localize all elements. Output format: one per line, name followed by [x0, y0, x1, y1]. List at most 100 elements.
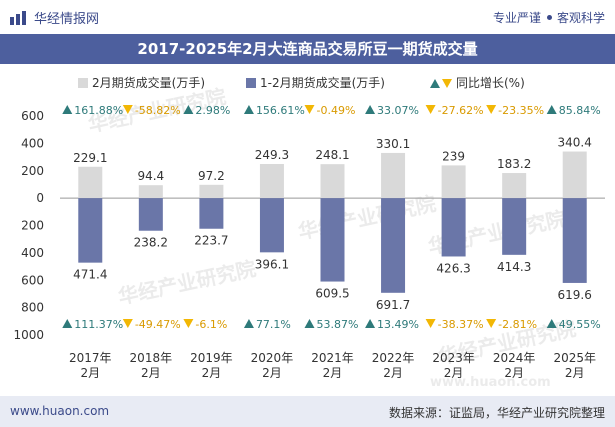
- bar-monthly: [381, 152, 406, 199]
- data-label-cumulative: 223.7: [194, 234, 228, 248]
- data-label-cumulative: 396.1: [255, 257, 289, 271]
- footer-website: www.huaon.com: [10, 404, 110, 418]
- x-tick-label: 2023年 2月: [432, 351, 475, 380]
- legend-label-growth: 同比增长(%): [456, 76, 525, 90]
- brand: 华经情报网: [10, 8, 99, 27]
- y-tick-label: 200: [21, 219, 44, 233]
- bar-cumulative: [320, 198, 345, 282]
- data-label-cumulative: 471.4: [73, 268, 107, 282]
- watermark-text: 华经产业研究院: [296, 191, 438, 244]
- data-label-monthly: 94.4: [137, 169, 164, 183]
- watermark-text: 华经产业研究院: [116, 256, 258, 309]
- data-label-monthly: 249.3: [255, 148, 289, 162]
- legend-swatch-cumulative: [246, 78, 256, 88]
- data-label-monthly: 239: [442, 149, 465, 163]
- growth-label-cumulative: 13.49%: [377, 318, 419, 331]
- down-triangle-icon: [122, 319, 133, 328]
- footer-source: 数据来源：证监局，华经产业研究院整理: [388, 406, 605, 420]
- bar-monthly: [441, 165, 466, 199]
- logo-icon: [10, 10, 26, 25]
- footer: www.huaon.com 数据来源：证监局，华经产业研究院整理: [0, 396, 615, 427]
- data-label-monthly: 229.1: [73, 151, 107, 165]
- down-triangle-icon: [425, 105, 436, 114]
- growth-label-monthly: -0.49%: [317, 104, 356, 117]
- data-label-cumulative: 609.5: [315, 287, 349, 301]
- y-tick-label: 200: [21, 164, 44, 178]
- growth-label-cumulative: 77.1%: [256, 318, 291, 331]
- bar-cumulative: [562, 198, 587, 283]
- bar-cumulative: [441, 198, 466, 257]
- slogan-1: 专业严谨: [492, 11, 541, 25]
- growth-label-monthly: -58.82%: [135, 104, 181, 117]
- y-tick-label: 800: [21, 301, 44, 315]
- down-triangle-icon: [304, 105, 315, 114]
- growth-label-monthly: 33.07%: [377, 104, 419, 117]
- x-tick-label: 2017年 2月: [69, 351, 112, 380]
- data-label-cumulative: 238.2: [134, 236, 168, 250]
- down-triangle-icon: [425, 319, 436, 328]
- growth-label-cumulative: -6.1%: [195, 318, 227, 331]
- x-axis-labels: 2017年 2月 2018年 2月 2019年 2月 2020年 2月 2021年 2月 2022年…: [69, 351, 596, 380]
- down-triangle-icon: [122, 105, 133, 114]
- x-tick-label: 2024年 2月: [493, 351, 536, 380]
- y-tick-label: 400: [21, 246, 44, 260]
- up-triangle-icon: [365, 319, 376, 328]
- bar-monthly: [562, 151, 587, 199]
- bar-monthly: [259, 164, 284, 199]
- up-triangle-icon: [243, 319, 254, 328]
- growth-label-monthly: -27.62%: [438, 104, 484, 117]
- down-triangle-icon: [183, 319, 194, 328]
- dot-icon: [546, 15, 552, 20]
- bar-monthly: [138, 185, 163, 199]
- y-tick-label: 600: [21, 109, 44, 123]
- data-label-cumulative: 414.3: [497, 260, 531, 274]
- y-tick-label: 600: [21, 273, 44, 287]
- legend-swatch-monthly: [78, 78, 88, 88]
- legend-label-monthly: 2月期货成交量(万手): [92, 75, 205, 90]
- bar-monthly: [320, 164, 345, 199]
- x-tick-label: 2020年 2月: [251, 351, 294, 380]
- bars: [78, 151, 587, 293]
- bar-monthly: [199, 184, 224, 199]
- bar-cumulative: [199, 198, 224, 229]
- data-label-monthly: 97.2: [198, 169, 225, 183]
- bar-chart: 华经产业研究院华经产业研究院华经产业研究院华经产业研究院华经产业研究院www.h…: [13, 75, 605, 390]
- data-label-monthly: 340.4: [558, 136, 592, 150]
- bar-monthly: [502, 173, 527, 199]
- slogan-2: 客观科学: [556, 11, 605, 25]
- watermark-url: www.huaon.com: [430, 375, 551, 390]
- chart-title: 2017-2025年2月大连商品交易所豆一期货成交量: [0, 34, 615, 64]
- bar-cumulative: [138, 198, 163, 231]
- growth-label-monthly: -23.35%: [498, 104, 544, 117]
- data-label-cumulative: 619.6: [558, 288, 592, 302]
- up-triangle-icon: [304, 319, 315, 328]
- x-tick-label: 2022年 2月: [372, 351, 415, 380]
- bar-monthly: [78, 166, 103, 199]
- up-triangle-icon: [62, 105, 73, 114]
- x-tick-label: 2018年 2月: [130, 351, 173, 380]
- growth-label-monthly: 156.61%: [256, 104, 305, 117]
- data-label-monthly: 330.1: [376, 137, 410, 151]
- up-triangle-icon: [62, 319, 73, 328]
- growth-label-cumulative: 111.37%: [74, 318, 123, 331]
- data-label-monthly: 248.1: [315, 148, 349, 162]
- bar-cumulative: [78, 198, 103, 263]
- growth-label-monthly: 161.88%: [74, 104, 123, 117]
- growth-label-cumulative: 53.87%: [317, 318, 359, 331]
- data-labels: 229.1 471.4 94.4 238.2 97.2 223.7 249.3 396.1 24…: [73, 136, 592, 312]
- legend: 2月期货成交量(万手) 1-2月期货成交量(万手) 同比增长(%): [78, 75, 525, 90]
- growth-label-cumulative: -38.37%: [438, 318, 484, 331]
- legend-down-triangle-icon: [442, 79, 452, 88]
- x-tick-label: 2021年 2月: [311, 351, 354, 380]
- up-triangle-icon: [243, 105, 254, 114]
- top-bar: 华经情报网 专业严谨 客观科学: [0, 0, 615, 34]
- bar-cumulative: [381, 198, 406, 293]
- up-triangle-icon: [365, 105, 376, 114]
- growth-labels: 161.88% 111.37% -58.82% -49.47% 2.98% -6.1% 15…: [62, 104, 601, 331]
- y-tick-label: 400: [21, 136, 44, 150]
- data-label-cumulative: 426.3: [436, 261, 470, 275]
- growth-label-cumulative: -2.81%: [498, 318, 537, 331]
- growth-label-monthly: 2.98%: [195, 104, 230, 117]
- up-triangle-icon: [546, 105, 557, 114]
- down-triangle-icon: [486, 319, 497, 328]
